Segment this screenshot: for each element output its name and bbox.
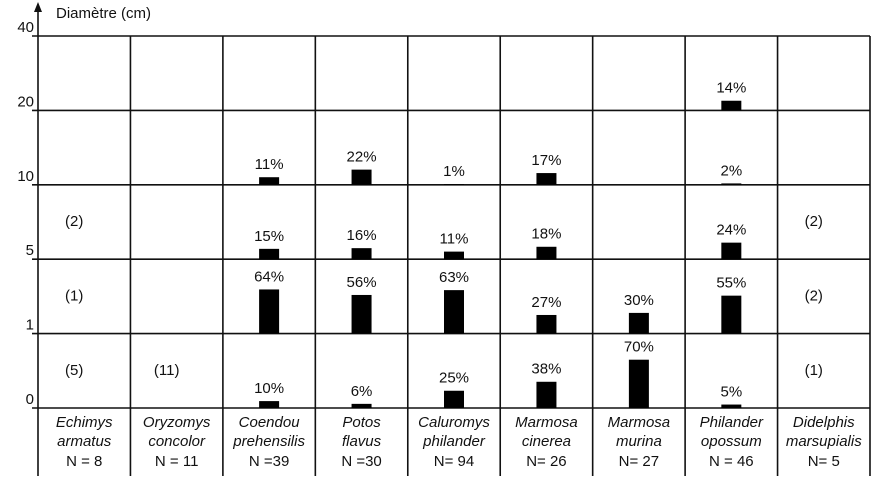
value-label: 11%: [255, 156, 284, 173]
sample-size: N= 94: [434, 453, 474, 470]
bar: [259, 177, 280, 185]
y-tick-label: 0: [26, 391, 34, 408]
bar: [721, 404, 742, 408]
y-tick-label: 1: [26, 317, 34, 334]
bar: [351, 403, 372, 408]
value-label: 1%: [443, 163, 465, 180]
species: opossum: [701, 433, 762, 450]
bar: [351, 248, 372, 260]
value-label: 17%: [531, 152, 561, 169]
value-label: 2%: [720, 162, 742, 179]
bar: [536, 246, 557, 260]
bar: [444, 251, 464, 260]
bar: [536, 314, 557, 334]
species: marsupialis: [786, 433, 862, 450]
value-label: 56%: [347, 274, 377, 291]
sample-size: N= 27: [619, 453, 659, 470]
sample-size: N = 8: [66, 453, 102, 470]
bar: [351, 294, 372, 334]
sample-size: N = 11: [155, 453, 199, 470]
species: philander: [422, 433, 486, 450]
value-label: 24%: [716, 222, 746, 239]
value-label: 22%: [347, 149, 377, 166]
value-label: 15%: [254, 228, 284, 245]
y-tick-label: 20: [17, 93, 34, 110]
genus: Coendou: [239, 414, 301, 431]
value-label: 55%: [716, 275, 746, 292]
genus: Caluromys: [418, 414, 490, 431]
count-label: (1): [805, 362, 823, 379]
count-label: (1): [65, 287, 83, 304]
bar: [444, 290, 464, 334]
value-label: 27%: [531, 294, 561, 311]
value-label: 11%: [440, 231, 469, 248]
y-tick-label: 10: [17, 168, 34, 185]
axis-arrow: [34, 2, 42, 12]
value-label: 64%: [254, 268, 284, 285]
sample-size: N= 26: [526, 453, 566, 470]
count-label: (5): [65, 362, 83, 379]
y-tick-label: 5: [26, 242, 34, 259]
bar: [721, 295, 742, 334]
bar: [536, 173, 557, 185]
value-label: 16%: [347, 227, 377, 244]
value-label: 10%: [254, 380, 284, 397]
species: murina: [616, 433, 662, 450]
genus: Echimys: [56, 414, 113, 431]
genus: Marmosa: [515, 414, 578, 431]
species: prehensilis: [232, 433, 305, 450]
bar: [351, 169, 372, 185]
y-tick-label: 40: [17, 19, 34, 36]
value-label: 14%: [716, 80, 746, 97]
bar: [628, 359, 649, 408]
value-label: 30%: [624, 292, 654, 309]
bar: [721, 183, 742, 185]
bar: [721, 242, 742, 260]
sample-size: N =30: [341, 453, 381, 470]
genus: Oryzomys: [143, 414, 211, 431]
species: flavus: [342, 433, 382, 450]
bar: [259, 289, 280, 334]
count-label: (11): [154, 362, 180, 379]
species: cinerea: [522, 433, 571, 450]
genus: Didelphis: [793, 414, 855, 431]
species: concolor: [148, 433, 206, 450]
value-label: 5%: [720, 384, 742, 401]
genus: Potos: [342, 414, 381, 431]
sample-size: N =39: [249, 453, 289, 470]
sample-size: N = 46: [709, 453, 754, 470]
genus: Marmosa: [608, 414, 671, 431]
value-label: 6%: [351, 383, 373, 400]
bar: [259, 248, 280, 260]
bar: [721, 100, 742, 111]
count-label: (2): [65, 213, 83, 230]
value-label: 38%: [531, 361, 561, 378]
value-label: 63%: [439, 269, 469, 286]
value-label: 70%: [624, 339, 654, 356]
bar: [536, 381, 557, 408]
value-label: 25%: [439, 370, 469, 387]
sample-size: N= 5: [808, 453, 840, 470]
count-label: (2): [805, 213, 823, 230]
bar: [444, 390, 464, 408]
count-label: (2): [805, 287, 823, 304]
y-axis-label: Diamètre (cm): [56, 5, 151, 22]
bar: [628, 312, 649, 334]
species: armatus: [57, 433, 112, 450]
genus: Philander: [700, 414, 764, 431]
bar: [259, 401, 280, 408]
value-label: 18%: [531, 226, 561, 243]
bar: [444, 184, 464, 185]
